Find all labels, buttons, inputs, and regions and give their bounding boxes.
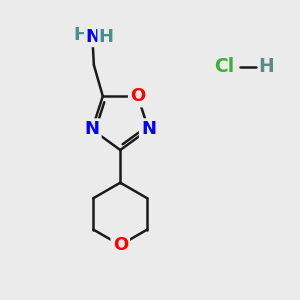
Text: H: H [74, 26, 88, 44]
Text: Cl: Cl [214, 57, 234, 76]
Text: H: H [259, 57, 275, 76]
Text: N: N [85, 28, 100, 46]
Text: N: N [141, 121, 156, 139]
Text: H: H [98, 28, 113, 46]
Text: O: O [113, 236, 128, 254]
Text: N: N [85, 121, 100, 139]
Text: O: O [130, 87, 146, 105]
